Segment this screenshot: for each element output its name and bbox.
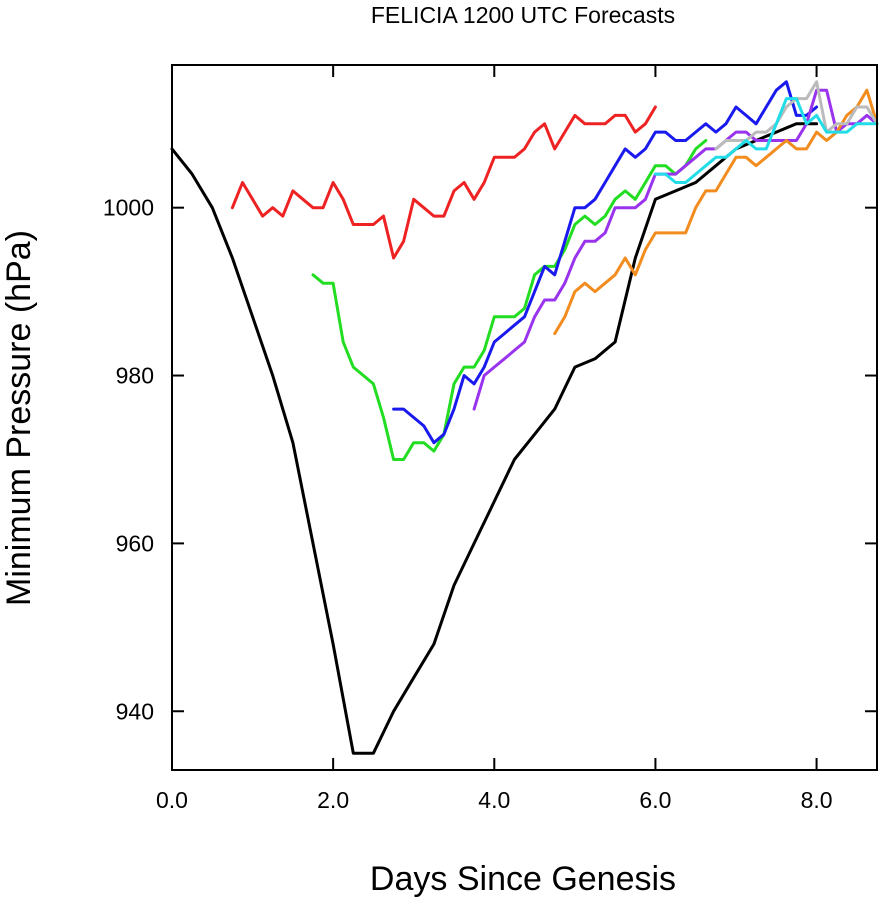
series-line-3	[311, 139, 708, 461]
y-tick-label: 1000	[103, 195, 154, 221]
series-line-6	[553, 88, 879, 336]
x-tick-label: 4.0	[478, 787, 510, 813]
series-layer	[170, 80, 879, 755]
x-tick-label: 6.0	[639, 787, 671, 813]
y-tick-label: 940	[116, 698, 154, 724]
chart-title: FELICIA 1200 UTC Forecasts	[371, 2, 675, 28]
y-axis-title: Minimum Pressure (hPa)	[0, 230, 38, 606]
series-line-2	[230, 105, 657, 260]
plot-frame	[171, 64, 878, 771]
series-line-5	[472, 88, 879, 411]
tick-labels-layer: 0.0 2.0 4.0 6.0 8.0 940 960 980 1000	[103, 195, 833, 813]
ticks-layer	[171, 65, 877, 770]
y-tick-label: 980	[116, 363, 154, 389]
x-axis-title: Days Since Genesis	[370, 860, 676, 898]
series-line-8	[653, 97, 879, 184]
x-tick-label: 8.0	[801, 787, 833, 813]
x-tick-label: 2.0	[317, 787, 349, 813]
y-tick-label: 960	[116, 530, 154, 556]
series-line-4	[392, 80, 819, 445]
x-tick-label: 0.0	[156, 787, 188, 813]
series-line-1	[170, 122, 819, 755]
